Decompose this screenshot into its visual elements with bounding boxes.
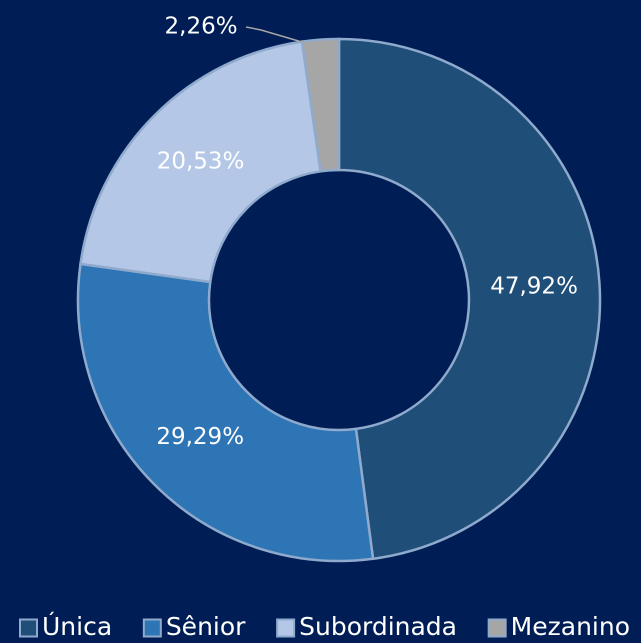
legend-label: Mezanino (511, 612, 630, 641)
legend-swatch (142, 618, 162, 638)
donut-slice (337, 37, 602, 561)
leader-line (245, 26, 322, 49)
donut-slice (76, 262, 375, 563)
legend-item: Única (19, 611, 112, 641)
donut-slice (300, 37, 341, 173)
data-label: 47,92% (490, 274, 578, 300)
legend-swatch (19, 618, 38, 638)
legend-item: Sênior (142, 612, 246, 641)
legend-item: Mezanino (487, 612, 630, 641)
data-label: 2,26% (165, 14, 238, 40)
legend-label: Subordinada (299, 612, 457, 641)
legend-swatch (487, 618, 507, 638)
legend-label: Sênior (166, 612, 246, 641)
donut-slice (79, 40, 323, 284)
legend-swatch (276, 618, 296, 638)
legend-item: Subordinada (276, 612, 457, 641)
data-label: 20,53% (157, 148, 245, 174)
legend-label: Única (42, 611, 112, 641)
data-label: 29,29% (156, 424, 244, 450)
